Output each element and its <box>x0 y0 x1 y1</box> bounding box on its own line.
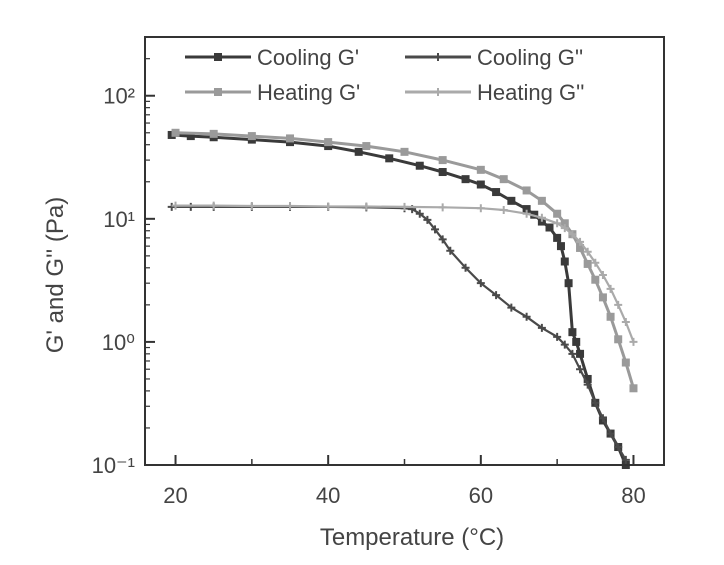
legend-marker <box>434 88 442 96</box>
data-point <box>362 202 370 210</box>
axes: 20 40 60 80 10⁻¹ 10⁰ 10¹ 10² <box>92 37 664 508</box>
data-point <box>210 130 218 138</box>
data-point <box>248 132 256 140</box>
data-point <box>607 313 615 321</box>
data-point <box>401 148 409 156</box>
series-line <box>172 135 626 465</box>
data-point <box>492 188 500 196</box>
data-point <box>477 166 485 174</box>
data-point <box>500 206 508 214</box>
legend-label: Cooling G'' <box>477 45 583 70</box>
x-tick-label: 40 <box>316 483 340 508</box>
data-point <box>576 350 584 358</box>
data-point <box>362 142 370 150</box>
legend-marker <box>214 53 222 61</box>
y-tick-label: 10⁰ <box>102 330 135 355</box>
y-tick-label: 10¹ <box>103 207 135 232</box>
data-point <box>355 148 363 156</box>
data-point <box>629 338 637 346</box>
legend: Cooling G' Cooling G'' Heating G' Heating G… <box>185 45 584 105</box>
data-point <box>172 129 180 137</box>
data-point <box>210 202 218 210</box>
x-tick-label: 60 <box>469 483 493 508</box>
y-axis-title: G' and G'' (Pa) <box>42 197 69 353</box>
legend-marker <box>214 88 222 96</box>
data-point <box>622 318 630 326</box>
y-tick-label: 10² <box>103 84 135 109</box>
data-point <box>553 210 561 218</box>
data-point <box>324 138 332 146</box>
data-point <box>553 234 561 242</box>
data-point <box>599 293 607 301</box>
data-point <box>538 197 546 205</box>
x-tick-label: 20 <box>163 483 187 508</box>
data-point <box>286 202 294 210</box>
x-tick-label: 80 <box>621 483 645 508</box>
data-point <box>401 203 409 211</box>
data-point <box>584 260 592 268</box>
data-point <box>614 335 622 343</box>
legend-label: Heating G'' <box>477 80 584 105</box>
data-point <box>629 384 637 392</box>
data-point <box>439 168 447 176</box>
legend-label: Heating G' <box>257 80 360 105</box>
legend-label: Cooling G' <box>257 45 359 70</box>
data-point <box>607 285 615 293</box>
data-point <box>500 175 508 183</box>
data-point <box>286 134 294 142</box>
data-point <box>462 175 470 183</box>
data-point <box>572 338 580 346</box>
data-point <box>477 181 485 189</box>
data-point <box>561 258 569 266</box>
data-point <box>439 203 447 211</box>
data-point <box>614 301 622 309</box>
data-point <box>546 224 554 232</box>
data-point <box>591 276 599 284</box>
data-point <box>507 197 515 205</box>
data-point <box>439 156 447 164</box>
data-point <box>187 203 195 211</box>
data-point <box>477 204 485 212</box>
y-tick-label: 10⁻¹ <box>92 453 135 478</box>
data-point <box>565 279 573 287</box>
data-point <box>557 242 565 250</box>
data-point <box>172 202 180 210</box>
data-point <box>324 202 332 210</box>
data-point <box>416 162 424 170</box>
data-point <box>622 359 630 367</box>
data-point <box>248 202 256 210</box>
data-point <box>568 328 576 336</box>
data-point <box>385 154 393 162</box>
data-point <box>523 186 531 194</box>
plot-area <box>168 129 638 469</box>
data-point <box>168 203 176 211</box>
legend-marker <box>434 53 442 61</box>
x-axis-title: Temperature (°C) <box>320 524 504 551</box>
